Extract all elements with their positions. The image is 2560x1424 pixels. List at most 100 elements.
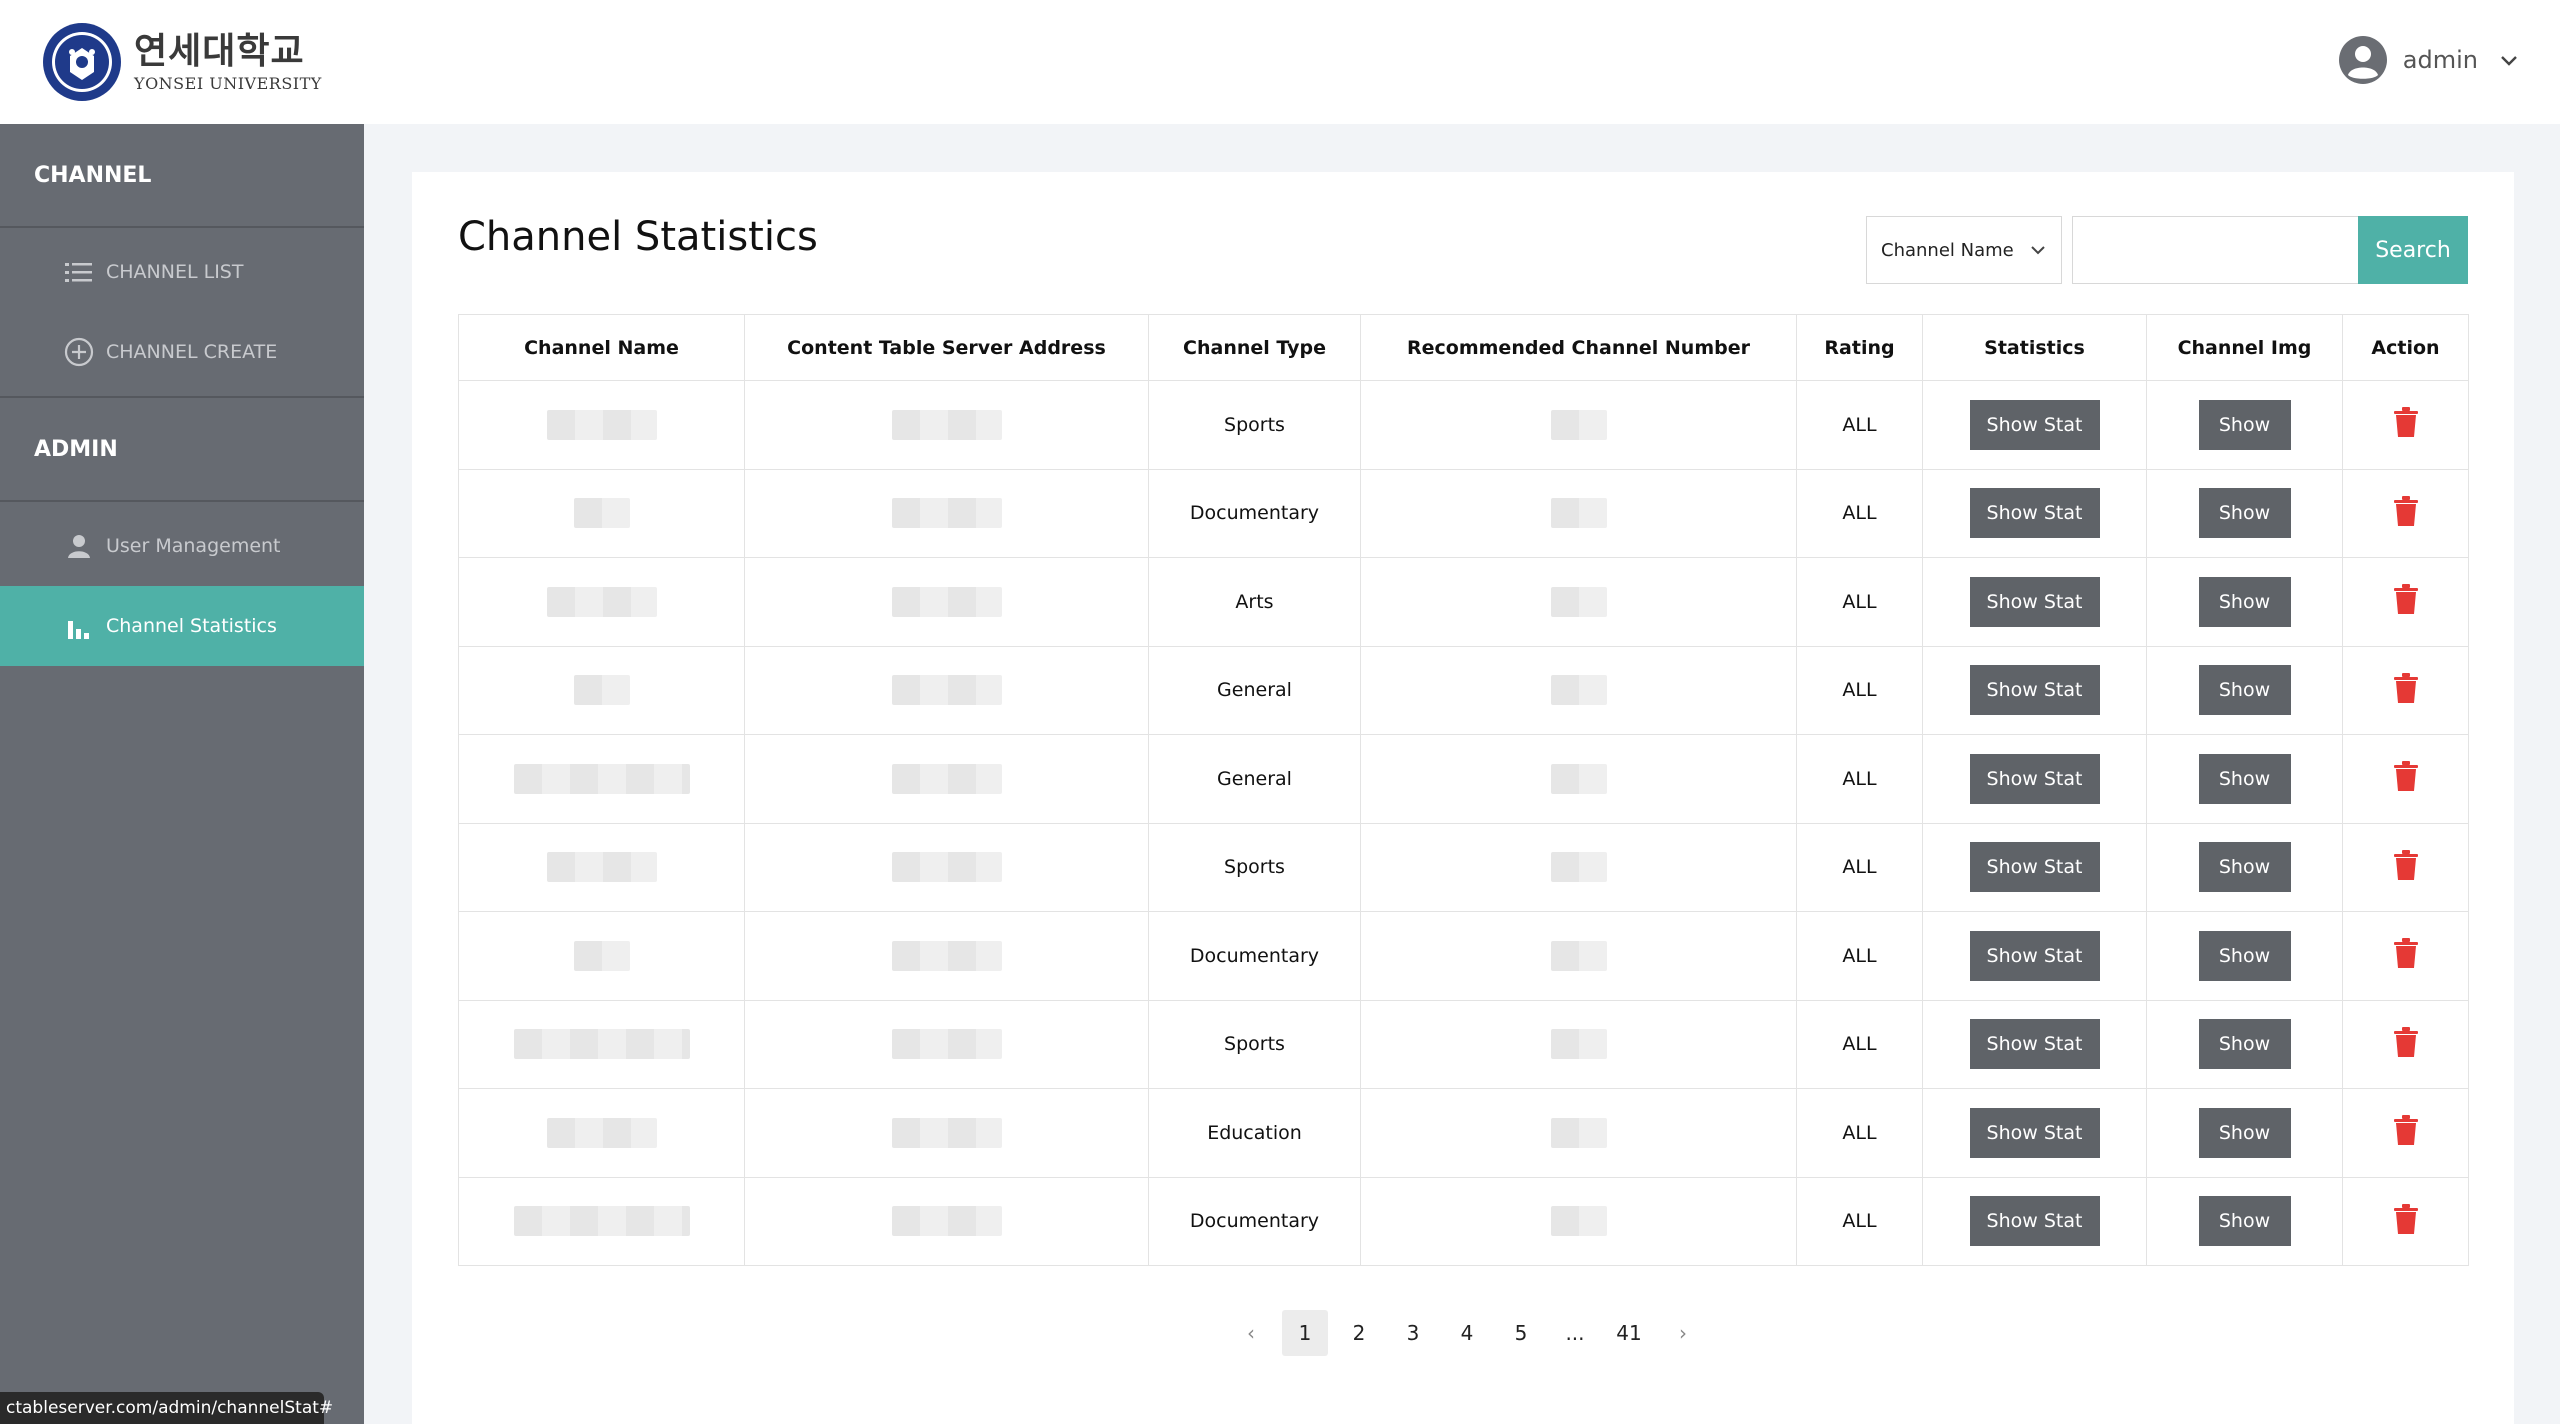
show-img-button[interactable]: Show [2198,576,2291,627]
page-button-3[interactable]: 3 [1406,1321,1420,1345]
next-page-button[interactable]: › [1679,1321,1687,1345]
action-cell [2342,1176,2469,1266]
show-img-button[interactable]: Show [2198,842,2291,893]
column-header[interactable]: Content Table Server Address [744,314,1149,381]
sidebar-divider [0,396,364,398]
channel-type-cell: Sports [1148,822,1361,912]
table-row: Documentary ALL Show Stat Show [458,1176,2469,1266]
page-button-4[interactable]: 4 [1460,1321,1474,1345]
channel-img-cell: Show [2146,734,2343,824]
column-header[interactable]: Action [2342,314,2469,381]
show-stat-button[interactable]: Show Stat [1969,488,2100,539]
trash-icon[interactable] [2393,849,2419,880]
sidebar-item-channel-create[interactable]: CHANNEL CREATE [0,312,364,392]
search-button[interactable]: Search [2358,216,2468,284]
show-img-button[interactable]: Show [2198,753,2291,804]
sidebar-item-channel-list[interactable]: CHANNEL LIST [0,232,364,312]
prev-page-button[interactable]: ‹ [1247,1321,1255,1345]
main-content-card: Channel Statistics Channel Name Search C… [412,172,2514,1424]
redacted-channel-number [1550,586,1607,617]
channel-name-cell [458,557,745,647]
show-img-button[interactable]: Show [2198,930,2291,981]
trash-icon[interactable] [2393,1026,2419,1057]
column-header[interactable]: Channel Type [1148,314,1361,381]
show-stat-button[interactable]: Show Stat [1969,1196,2100,1247]
redacted-channel-name [546,1117,657,1148]
trash-icon[interactable] [2393,495,2419,526]
redacted-channel-name [546,409,657,440]
column-header[interactable]: Channel Img [2146,314,2343,381]
trash-icon[interactable] [2393,938,2419,969]
trash-icon[interactable] [2393,407,2419,438]
show-stat-button[interactable]: Show Stat [1969,665,2100,716]
chevron-down-icon [2501,56,2517,66]
show-stat-button[interactable]: Show Stat [1969,842,2100,893]
statistics-cell: Show Stat [1922,822,2147,912]
rating-cell: ALL [1796,645,1923,735]
show-stat-button[interactable]: Show Stat [1969,1107,2100,1158]
show-img-button[interactable]: Show [2198,488,2291,539]
action-cell [2342,999,2469,1089]
channel-type-cell: Sports [1148,380,1361,470]
show-stat-button[interactable]: Show Stat [1969,576,2100,627]
statistics-cell: Show Stat [1922,734,2147,824]
trash-icon[interactable] [2393,584,2419,615]
page-button-5[interactable]: 5 [1514,1321,1528,1345]
column-header[interactable]: Statistics [1922,314,2147,381]
search-input[interactable] [2072,216,2358,284]
redacted-channel-name [513,1206,690,1237]
show-stat-button[interactable]: Show Stat [1969,930,2100,981]
statistics-cell: Show Stat [1922,468,2147,558]
show-stat-button[interactable]: Show Stat [1969,753,2100,804]
redacted-server-address [891,1206,1002,1237]
show-img-button[interactable]: Show [2198,1196,2291,1247]
column-header[interactable]: Rating [1796,314,1923,381]
page-button-1[interactable]: 1 [1282,1310,1328,1356]
redacted-server-address [891,498,1002,529]
show-img-button[interactable]: Show [2198,399,2291,450]
page-button-last[interactable]: 41 [1616,1321,1642,1345]
sidebar-item-label: User Management [106,535,281,557]
page-button-2[interactable]: 2 [1352,1321,1366,1345]
redacted-channel-number [1550,1117,1607,1148]
server-address-cell [744,645,1149,735]
redacted-server-address [891,1029,1002,1060]
server-address-cell [744,468,1149,558]
sidebar-section-admin: ADMIN [0,398,364,502]
show-stat-button[interactable]: Show Stat [1969,399,2100,450]
server-address-cell [744,380,1149,470]
column-header[interactable]: Channel Name [458,314,745,381]
redacted-channel-name [546,586,657,617]
chevron-down-icon [2031,246,2045,255]
trash-icon[interactable] [2393,761,2419,792]
trash-icon[interactable] [2393,1203,2419,1234]
channel-name-cell [458,1176,745,1266]
redacted-channel-name [513,1029,690,1060]
channel-type-cell: Documentary [1148,911,1361,1001]
trash-icon[interactable] [2393,672,2419,703]
show-stat-button[interactable]: Show Stat [1969,1019,2100,1070]
user-menu[interactable]: admin [2338,36,2520,84]
sidebar-item-user-management[interactable]: User Management [0,506,364,586]
show-img-button[interactable]: Show [2198,1019,2291,1070]
yonsei-logo[interactable]: 연세대학교 YONSEI UNIVERSITY [42,22,322,102]
channel-name-cell [458,645,745,735]
channel-img-cell: Show [2146,822,2343,912]
sidebar-item-channel-statistics[interactable]: Channel Statistics [0,586,364,666]
action-cell [2342,380,2469,470]
server-address-cell [744,1088,1149,1178]
statistics-cell: Show Stat [1922,380,2147,470]
show-img-button[interactable]: Show [2198,665,2291,716]
column-header[interactable]: Recommended Channel Number [1360,314,1797,381]
show-img-button[interactable]: Show [2198,1107,2291,1158]
top-header: 연세대학교 YONSEI UNIVERSITY admin [0,0,2560,124]
redacted-channel-number [1550,1206,1607,1237]
recommended-number-cell [1360,557,1797,647]
search-field-select[interactable]: Channel Name [1866,216,2062,284]
select-value: Channel Name [1881,239,2014,261]
rating-cell: ALL [1796,1088,1923,1178]
redacted-channel-number [1550,498,1607,529]
logo-korean-text: 연세대학교 [134,30,305,72]
table-row: Arts ALL Show Stat Show [458,557,2469,647]
trash-icon[interactable] [2393,1115,2419,1146]
